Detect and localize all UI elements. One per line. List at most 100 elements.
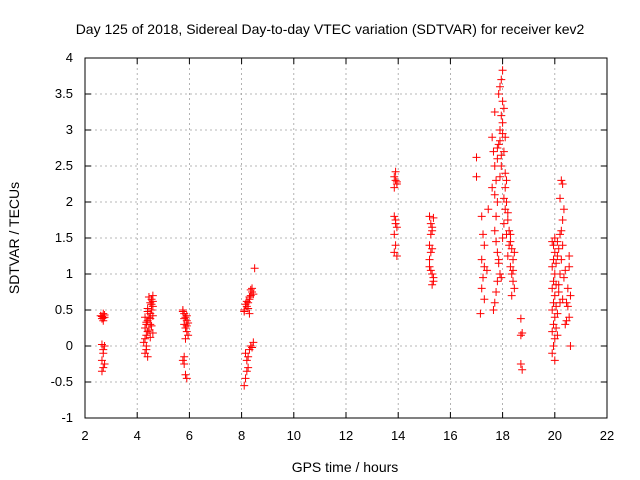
- data-point: [509, 255, 518, 264]
- data-point: [497, 162, 506, 170]
- data-point: [482, 266, 491, 275]
- data-points: [96, 66, 575, 390]
- data-point: [241, 374, 250, 383]
- data-point: [556, 194, 565, 203]
- data-point: [507, 291, 516, 300]
- data-point: [425, 255, 434, 264]
- data-point: [180, 360, 189, 368]
- data-point: [181, 334, 190, 343]
- y-tick-label: 0.5: [55, 302, 73, 317]
- y-tick-label: 1.5: [55, 230, 73, 245]
- data-point: [390, 172, 399, 181]
- data-point: [142, 331, 151, 340]
- data-point: [498, 129, 507, 138]
- data-point: [516, 331, 525, 340]
- data-point: [484, 205, 493, 214]
- data-point: [557, 226, 566, 235]
- data-point: [498, 118, 507, 127]
- data-point: [477, 255, 486, 264]
- data-point: [428, 270, 437, 278]
- data-point: [509, 277, 518, 286]
- x-tick-label: 2: [81, 428, 88, 443]
- data-point: [426, 230, 435, 239]
- data-point: [148, 297, 157, 306]
- data-point: [494, 90, 503, 98]
- data-point: [178, 356, 187, 365]
- data-point: [250, 264, 259, 273]
- data-point: [492, 288, 501, 296]
- data-point: [503, 216, 512, 224]
- data-point: [99, 313, 108, 322]
- data-point: [495, 270, 504, 278]
- data-point: [548, 306, 557, 314]
- data-point: [494, 140, 503, 149]
- data-point: [506, 237, 515, 246]
- x-tick-label: 22: [600, 428, 614, 443]
- y-tick-label: 4: [66, 50, 73, 65]
- data-point: [497, 111, 506, 120]
- data-point: [493, 154, 502, 163]
- data-point: [146, 333, 155, 342]
- data-point: [141, 313, 150, 322]
- x-tick-label: 16: [443, 428, 457, 443]
- data-point: [148, 329, 157, 338]
- data-point: [565, 252, 574, 260]
- data-point: [556, 230, 565, 239]
- data-point: [392, 223, 401, 232]
- data-point: [390, 212, 399, 221]
- data-point: [426, 219, 435, 228]
- data-point: [498, 97, 507, 106]
- x-tick-label: 14: [391, 428, 405, 443]
- data-point: [558, 180, 567, 188]
- data-point: [488, 133, 497, 142]
- grid-lines: [85, 58, 607, 418]
- data-point: [392, 252, 401, 260]
- data-point: [244, 363, 253, 372]
- data-point: [391, 167, 400, 176]
- data-point: [182, 321, 191, 330]
- data-point: [552, 324, 561, 332]
- data-point: [146, 320, 155, 329]
- data-point: [241, 300, 250, 309]
- data-point: [498, 234, 507, 242]
- data-point: [392, 177, 401, 186]
- data-point: [240, 307, 249, 316]
- y-tick-label: -1: [61, 410, 73, 425]
- data-point: [566, 342, 575, 350]
- data-point: [510, 284, 519, 293]
- data-point: [558, 216, 567, 224]
- chart-title: Day 125 of 2018, Sidereal Day-to-day VTE…: [76, 21, 585, 37]
- data-point: [490, 108, 499, 116]
- data-point: [549, 342, 558, 350]
- data-point: [489, 306, 498, 314]
- data-point: [97, 367, 106, 376]
- x-tick-label: 12: [339, 428, 353, 443]
- data-point: [516, 314, 525, 323]
- data-point: [248, 343, 257, 352]
- y-tick-label: 3.5: [55, 86, 73, 101]
- data-point: [391, 216, 400, 224]
- data-point: [557, 176, 566, 185]
- data-point: [246, 285, 255, 294]
- y-axis-title: SDTVAR / TECUs: [6, 182, 22, 294]
- data-point: [479, 273, 488, 282]
- x-tick-label: 6: [186, 428, 193, 443]
- data-point: [477, 284, 486, 293]
- data-point: [428, 244, 437, 253]
- data-point: [561, 266, 570, 275]
- data-point: [99, 349, 108, 358]
- data-point: [147, 321, 156, 330]
- data-point: [495, 82, 504, 91]
- y-tick-label: 2.5: [55, 158, 73, 173]
- x-tick-label: 10: [287, 428, 301, 443]
- data-point: [182, 374, 191, 383]
- data-point: [181, 370, 190, 379]
- data-point: [479, 230, 488, 239]
- data-point: [100, 342, 109, 350]
- data-point: [143, 307, 152, 316]
- x-tick-label: 20: [548, 428, 562, 443]
- data-point: [248, 284, 257, 293]
- data-point: [249, 338, 258, 347]
- data-point: [480, 241, 489, 250]
